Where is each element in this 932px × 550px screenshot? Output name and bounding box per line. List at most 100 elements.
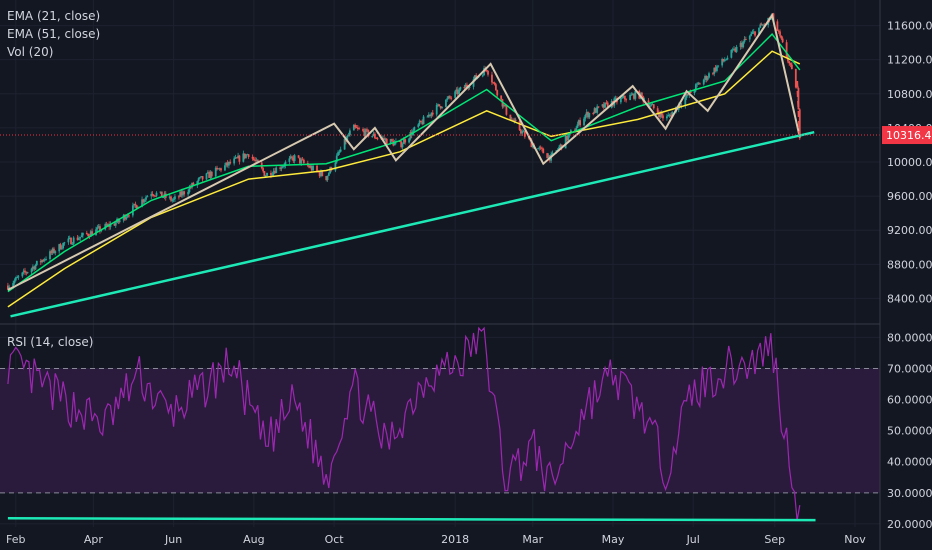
candle-body [183,191,186,195]
candle-body [401,143,404,148]
candle-body [776,21,779,31]
candle-body [619,97,622,103]
candle-body [335,155,338,163]
rsi-scale[interactable]: 80.0000 70.0000 60.0000 50.0000 40.0000 30.00… [887,331,932,530]
candle-body [245,154,247,158]
candle-body [170,196,172,201]
candle-body [96,227,99,230]
candle-body [731,49,734,51]
candle-body [71,243,74,245]
price-tick-label: 8400.00 [887,292,932,305]
candle-body [316,165,318,171]
candle-body [441,106,443,109]
rsi-line [7,326,801,521]
candle-body [384,138,387,140]
candle-body [272,170,275,175]
candle-body [587,112,589,118]
candle-body [174,196,176,200]
candle-body [118,220,121,223]
candle-body [751,32,754,34]
candle-body [151,193,154,196]
candle-body [426,116,429,118]
candle-body [62,242,65,249]
legend-ema21[interactable]: EMA (21, close) [7,9,101,23]
candle-body [684,97,687,106]
legend-ema51[interactable]: EMA (51, close) [7,27,101,41]
candle-body [60,248,63,250]
rsi-tick-label: 40.0000 [887,456,932,469]
candle-body [579,120,581,126]
candle-body [325,176,328,180]
candle-body [318,171,321,177]
candle-body [255,159,258,161]
time-tick-label: Aug [243,533,264,546]
candle-body [758,27,760,36]
candle-body [70,237,72,245]
candle-body [740,42,743,48]
candle-body [559,144,562,148]
candle-body [602,104,605,108]
candle-body [24,270,26,273]
candle-body [421,121,424,125]
candle-body [246,154,249,156]
candle-body [521,131,524,134]
candle-body [191,183,193,188]
legend-rsi[interactable]: RSI (14, close) [7,335,94,349]
candle-body [348,130,351,136]
candle-body [283,165,286,167]
candle-body [13,280,16,284]
candle-body [750,33,752,36]
candle-body [448,96,451,98]
candle-body [393,142,396,146]
candle-body [327,173,330,176]
candle-body [159,191,162,193]
candle-body [189,186,192,188]
candle-body [696,83,699,85]
trendline[interactable] [10,130,815,318]
candle-body [518,121,521,131]
candle-body [796,87,799,89]
rsi-pane[interactable] [0,326,880,522]
candle-body [252,158,255,160]
candle-body [41,259,43,263]
candle-body [551,152,554,155]
candle-body [209,171,212,178]
candle-body [312,165,314,171]
price-scale[interactable]: 11600.0011200.0010800.0010400.0010000.00… [887,20,932,306]
candle-body [702,79,705,85]
candle-body [584,114,587,119]
candle-body [309,165,312,168]
candle-body [224,165,226,171]
candle-body [594,108,597,113]
candle-body [669,114,672,117]
candle-body [188,186,191,193]
candle-body [172,199,175,201]
legend-vol[interactable]: Vol (20) [7,45,54,59]
candle-body [217,168,220,170]
candle-body [6,285,9,290]
candle-body [760,24,763,26]
zigzag-line[interactable] [7,12,801,291]
time-tick-label: 2018 [441,533,469,546]
price-tick-label: 9600.00 [887,190,932,203]
price-pane[interactable] [0,12,880,318]
candle-body [781,38,784,43]
candle-body [446,98,449,100]
candle-body [225,162,228,166]
candle-body [402,139,405,144]
rsi-trendline[interactable] [7,517,816,522]
candle-body [430,112,433,116]
candle-body [81,232,84,236]
candle-body [262,168,264,172]
candle-body [16,277,19,279]
candle-body [777,30,780,32]
candle-body [705,76,708,80]
candle-body [723,60,726,62]
time-scale[interactable]: Feb Apr Jun Aug Oct 2018 Mar May Jul Sep Nov [6,533,866,546]
candle-body [59,244,62,250]
candle-body [485,69,488,72]
candle-body [575,128,578,131]
candle-body [238,155,241,162]
candle-body [576,124,579,129]
